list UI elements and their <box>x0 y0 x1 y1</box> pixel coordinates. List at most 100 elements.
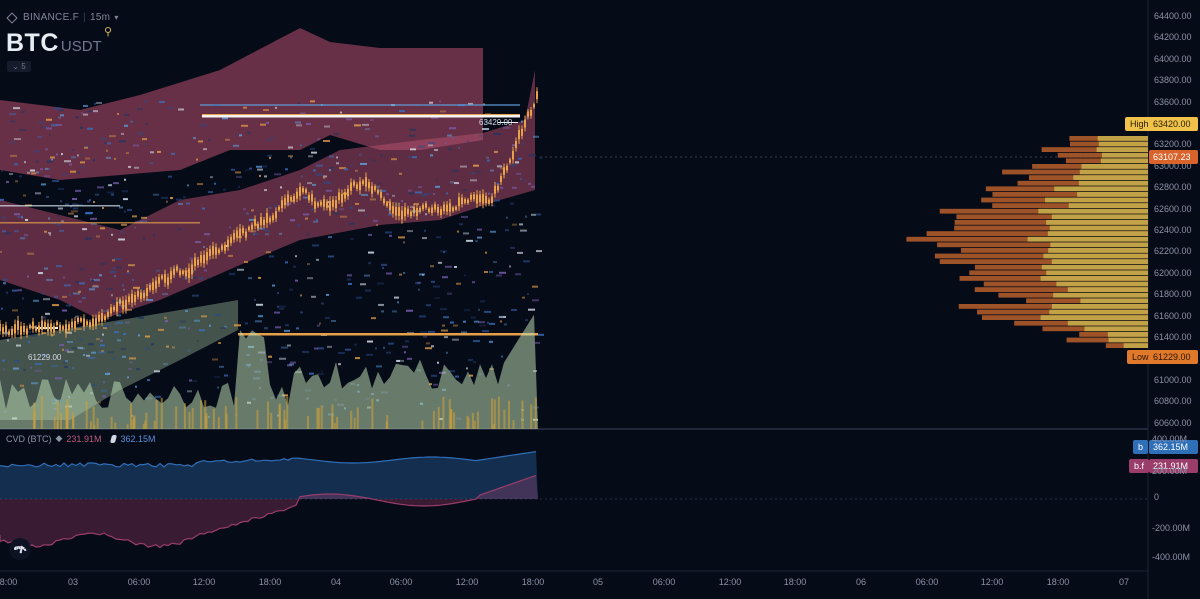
candle-body <box>305 189 307 193</box>
liquidity-cell <box>499 315 506 318</box>
liquidity-cell <box>93 278 100 281</box>
indicator-toggle[interactable]: ⌄ 5 <box>7 61 31 72</box>
chevron-down-icon: ⌄ <box>12 62 22 71</box>
liquidity-cell <box>447 292 452 295</box>
liquidity-cell <box>303 196 310 199</box>
liquidity-cell <box>90 278 92 281</box>
liquidity-cell <box>183 196 186 199</box>
candle-body <box>161 275 163 279</box>
liquidity-cell <box>266 251 271 254</box>
volume-profile-bar <box>939 259 1148 264</box>
liquidity-cell <box>170 197 173 200</box>
candle-body <box>80 318 82 322</box>
bookmap-logo-icon[interactable]: ᎁ <box>9 538 31 560</box>
price-axis-label: 63600.00 <box>1154 96 1192 107</box>
liquidity-cell <box>469 374 473 377</box>
liquidity-cell <box>318 372 324 375</box>
price-axis-label: 62800.00 <box>1154 182 1192 193</box>
pin-icon[interactable]: ⚲ <box>104 26 113 38</box>
liquidity-cell <box>83 353 85 356</box>
liquidity-cell <box>98 351 105 354</box>
volume-bar <box>278 403 281 429</box>
liquidity-cell <box>381 263 387 266</box>
liquidity-cell <box>325 316 330 319</box>
volume-profile-bar <box>1077 192 1148 197</box>
liquidity-cell <box>132 278 134 281</box>
liquidity-cell <box>101 350 104 353</box>
liquidity-cell <box>81 112 83 115</box>
candle-body <box>236 230 238 238</box>
liquidity-cell <box>480 300 485 303</box>
liquidity-cell <box>500 167 503 170</box>
liquidity-cell <box>300 112 306 115</box>
liquidity-cell <box>14 360 20 363</box>
candle-body <box>350 182 352 191</box>
liquidity-cell <box>517 251 523 254</box>
liquidity-cell <box>44 175 50 178</box>
liquidity-cell <box>117 321 123 324</box>
liquidity-cell <box>518 157 522 160</box>
liquidity-cell <box>65 349 69 352</box>
liquidity-cell <box>450 321 454 324</box>
liquidity-cell <box>329 155 334 158</box>
liquidity-cell <box>106 149 108 152</box>
price-axis-label: 63000.00 <box>1154 160 1192 171</box>
liquidity-cell <box>136 368 140 371</box>
liquidity-cell <box>409 192 413 195</box>
liquidity-cell <box>285 324 289 327</box>
liquidity-cell <box>114 331 119 334</box>
liquidity-cell <box>59 344 64 347</box>
liquidity-cell <box>260 123 266 126</box>
volume-bar <box>53 416 56 429</box>
liquidity-cell <box>327 345 332 348</box>
liquidity-cell <box>127 209 132 212</box>
candle-body <box>437 206 439 213</box>
liquidity-cell <box>433 383 438 386</box>
cvd-settings-icon[interactable]: ◆ <box>55 433 63 443</box>
liquidity-cell <box>113 182 119 185</box>
liquidity-cell <box>96 101 102 104</box>
cvd-futures-tag-label: b.f <box>1129 459 1150 473</box>
volume-profile-bar <box>1050 242 1148 248</box>
candle-body <box>20 326 22 335</box>
candle-body <box>149 285 151 290</box>
candle-body <box>11 328 13 336</box>
liquidity-cell <box>76 203 83 206</box>
liquidity-cell <box>321 370 323 373</box>
liquidity-cell <box>454 182 459 185</box>
liquidity-cell <box>52 304 59 307</box>
liquidity-cell <box>402 345 408 348</box>
time-axis-label: 05 <box>592 577 604 587</box>
liquidity-cell <box>415 282 420 285</box>
candle-body <box>26 328 28 335</box>
interval-label[interactable]: 15m <box>89 12 111 23</box>
liquidity-cell <box>536 250 542 253</box>
volume-profile-bar <box>1101 152 1148 158</box>
liquidity-cell <box>399 110 405 113</box>
liquidity-cell <box>80 347 85 350</box>
liquidity-cell <box>437 361 439 364</box>
exchange-selector[interactable]: BINANCE.F | 15m ▾ <box>6 11 119 24</box>
liquidity-cell <box>79 338 82 341</box>
liquidity-cell <box>15 180 18 183</box>
symbol-title[interactable]: BTC USDT <box>6 29 102 58</box>
liquidity-cell <box>17 289 22 292</box>
liquidity-cell <box>138 334 140 337</box>
liquidity-cell <box>340 215 347 218</box>
cvd-axis-label: -400.00M <box>1152 552 1191 562</box>
liquidity-cell <box>452 136 455 139</box>
chevron-down-icon[interactable]: ▾ <box>114 13 119 22</box>
volume-profile-bar <box>1123 343 1148 348</box>
volume-profile-bar <box>1043 253 1148 259</box>
candle-body <box>296 191 298 199</box>
liquidity-cell <box>336 162 339 165</box>
cvd-legend[interactable]: CVD (BTC) ◆ 231.91M 362.15M <box>6 433 155 444</box>
volume-bar <box>385 421 388 429</box>
volume-bar <box>145 412 148 429</box>
liquidity-cell <box>177 228 182 231</box>
liquidity-cell <box>155 395 161 398</box>
candle-body <box>191 264 193 275</box>
liquidity-cell <box>86 211 93 214</box>
